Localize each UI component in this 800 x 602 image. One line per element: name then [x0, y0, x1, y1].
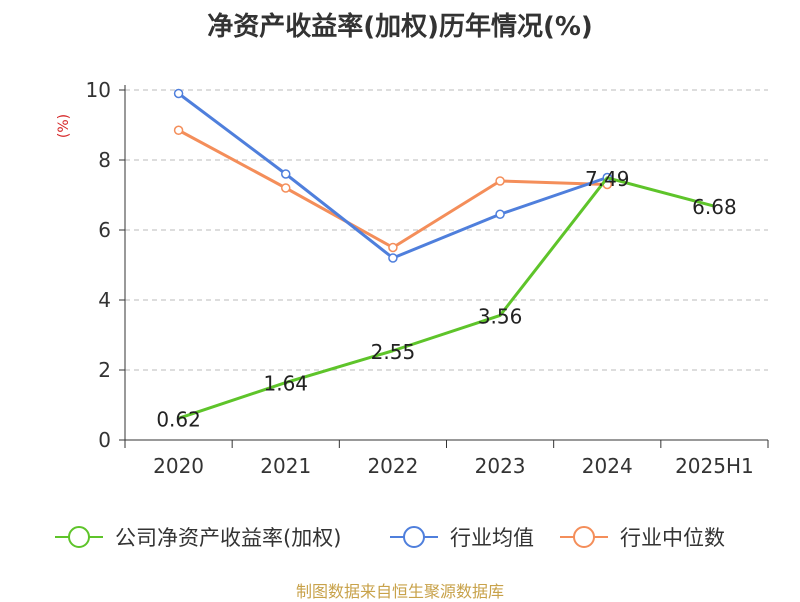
legend-label: 行业中位数: [620, 526, 725, 550]
x-tick-label: 2023: [475, 454, 526, 478]
y-tick-label: 0: [98, 428, 111, 452]
x-tick-label: 2021: [260, 454, 311, 478]
chart-title: 净资产收益率(加权)历年情况(%): [207, 12, 593, 42]
series-point: [173, 125, 184, 135]
data-label: 7.49: [585, 167, 630, 191]
legend-marker: [403, 526, 425, 548]
series-point: [388, 242, 398, 253]
data-label: 6.68: [692, 195, 737, 219]
y-axis-label: (%): [56, 114, 72, 138]
series-line: [177, 92, 608, 260]
series-point: [388, 253, 398, 263]
series-point: [281, 169, 291, 179]
x-tick-label: 2020: [153, 454, 204, 478]
data-label: 0.62: [156, 407, 201, 431]
series-point: [281, 183, 291, 193]
y-tick-label: 6: [98, 218, 111, 242]
data-label: 1.64: [263, 372, 308, 396]
data-label: 3.56: [478, 304, 523, 328]
series-point: [495, 176, 505, 186]
legend-marker: [68, 526, 90, 548]
y-tick-label: 2: [98, 358, 111, 382]
y-tick-label: 8: [98, 148, 111, 172]
x-tick-label: 2025H1: [675, 454, 754, 478]
legend-marker: [573, 526, 595, 548]
x-tick-label: 2022: [367, 454, 418, 478]
legend-label: 行业均值: [450, 526, 534, 550]
legend-label: 公司净资产收益率(加权): [115, 526, 341, 550]
x-tick-label: 2024: [582, 454, 633, 478]
y-tick-label: 10: [86, 78, 111, 102]
data-label: 2.55: [371, 340, 416, 364]
y-tick-label: 4: [98, 288, 111, 312]
series-line: [178, 176, 715, 420]
series-point: [173, 88, 184, 99]
source-note: 制图数据来自恒生聚源数据库: [295, 582, 504, 601]
series-point: [495, 209, 505, 219]
